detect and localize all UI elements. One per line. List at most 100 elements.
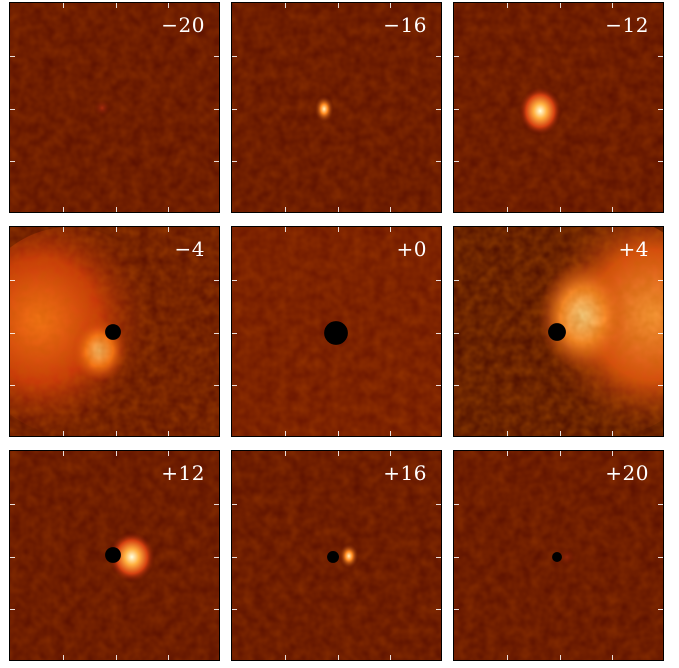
dark-core (324, 321, 348, 345)
axis-tick (63, 655, 64, 660)
axis-tick (116, 207, 117, 212)
axis-tick (116, 431, 117, 436)
axis-tick (10, 56, 15, 57)
axis-tick (560, 207, 561, 212)
axis-tick (10, 557, 15, 558)
axis-tick (214, 504, 219, 505)
axis-tick (232, 504, 237, 505)
axis-tick (232, 161, 237, 162)
faint-halo (557, 547, 577, 567)
panel-minus-4: −4 (9, 226, 220, 437)
axis-tick (116, 655, 117, 660)
axis-tick (390, 655, 391, 660)
panel-plus-20: +20 (453, 450, 664, 661)
axis-tick (63, 451, 64, 456)
axis-tick (214, 161, 219, 162)
axis-tick (436, 333, 441, 334)
axis-tick (612, 3, 613, 8)
axis-tick (454, 56, 459, 57)
axis-tick (116, 3, 117, 8)
panel-image (454, 451, 663, 660)
axis-tick (560, 655, 561, 660)
axis-tick (10, 280, 15, 281)
axis-tick (436, 56, 441, 57)
axis-tick (168, 207, 169, 212)
axis-tick (436, 504, 441, 505)
axis-tick (63, 431, 64, 436)
panel-label: +20 (605, 461, 649, 485)
axis-tick (168, 655, 169, 660)
dark-core (548, 323, 566, 341)
axis-tick (658, 557, 663, 558)
axis-tick (116, 451, 117, 456)
axis-tick (658, 333, 663, 334)
bright-blob (338, 543, 359, 569)
axis-tick (436, 109, 441, 110)
axis-tick (285, 227, 286, 232)
axis-tick (285, 451, 286, 456)
axis-tick (214, 280, 219, 281)
axis-tick (454, 557, 459, 558)
panel-plus-16: +16 (231, 450, 442, 661)
axis-tick (612, 207, 613, 212)
panel-plus-4: +4 (453, 226, 664, 437)
axis-tick (168, 3, 169, 8)
axis-tick (612, 655, 613, 660)
axis-tick (436, 385, 441, 386)
axis-tick (612, 227, 613, 232)
axis-tick (285, 431, 286, 436)
panel-minus-16: −16 (231, 2, 442, 213)
axis-tick (232, 280, 237, 281)
axis-tick (507, 207, 508, 212)
panel-label: +0 (396, 237, 427, 261)
panel-image (454, 3, 663, 212)
panel-minus-12: −12 (453, 2, 664, 213)
bright-blob (108, 531, 156, 583)
axis-tick (63, 227, 64, 232)
axis-tick (658, 609, 663, 610)
axis-tick (454, 333, 459, 334)
axis-tick (658, 280, 663, 281)
axis-tick (232, 557, 237, 558)
panel-plus-0: +0 (231, 226, 442, 437)
panel-label: +16 (383, 461, 427, 485)
axis-tick (63, 3, 64, 8)
panel-image (232, 227, 441, 436)
axis-tick (658, 161, 663, 162)
axis-tick (560, 431, 561, 436)
axis-tick (390, 3, 391, 8)
axis-tick (10, 161, 15, 162)
axis-tick (214, 609, 219, 610)
axis-tick (232, 56, 237, 57)
panel-label: +4 (618, 237, 649, 261)
axis-tick (10, 609, 15, 610)
axis-tick (390, 451, 391, 456)
panel-label: −12 (605, 13, 649, 37)
panel-label: −4 (174, 237, 205, 261)
axis-tick (285, 207, 286, 212)
panel-image (10, 227, 219, 436)
axis-tick (507, 431, 508, 436)
axis-tick (338, 655, 339, 660)
faint-dot (93, 99, 112, 117)
axis-tick (232, 333, 237, 334)
axis-tick (63, 207, 64, 212)
axis-tick (560, 227, 561, 232)
axis-tick (232, 609, 237, 610)
axis-tick (116, 227, 117, 232)
axis-tick (168, 227, 169, 232)
axis-tick (338, 227, 339, 232)
panel-image (454, 227, 663, 436)
panel-label: −20 (161, 13, 205, 37)
dark-core (327, 551, 339, 563)
axis-tick (168, 431, 169, 436)
panel-image (10, 3, 219, 212)
axis-tick (214, 109, 219, 110)
axis-tick (214, 385, 219, 386)
axis-tick (214, 557, 219, 558)
axis-tick (338, 207, 339, 212)
axis-tick (658, 385, 663, 386)
axis-tick (285, 655, 286, 660)
axis-tick (10, 109, 15, 110)
